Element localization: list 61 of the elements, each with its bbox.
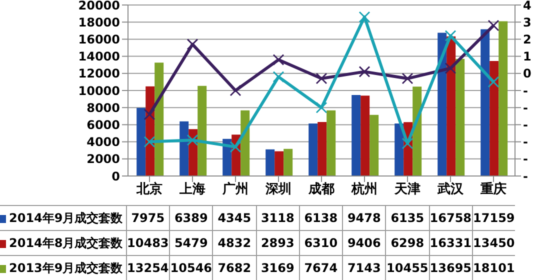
y2-tick-label: - <box>523 169 528 184</box>
y-tick-label: 4000 <box>86 135 120 150</box>
data-label: 7143 <box>342 256 386 280</box>
data-label: 4345 <box>212 206 256 231</box>
data-label: 3169 <box>256 256 299 280</box>
x-tick-label: 上海 <box>178 182 206 198</box>
legend-label: 2013年9月成交套数 <box>9 260 123 277</box>
data-label: 18101 <box>472 256 516 280</box>
data-label: 16758 <box>428 206 472 231</box>
x-tick-label: 武汉 <box>436 182 464 198</box>
y2-tick-label: 3 <box>523 15 532 30</box>
y2-tick-label: 2 <box>523 32 532 46</box>
data-label: 10546 <box>169 256 212 280</box>
x-tick-label: 杭州 <box>350 181 378 198</box>
data-label: 7975 <box>126 206 170 231</box>
y-tick-label: 18000 <box>78 15 120 30</box>
x-tick-label: 天津 <box>394 182 420 198</box>
y-tick-label: 14000 <box>78 50 120 64</box>
y2-tick-label: 0 <box>523 66 532 81</box>
data-label: 17159 <box>472 206 516 231</box>
legend-label: 2014年8月成交套数 <box>9 235 123 252</box>
data-label: 4832 <box>212 231 256 256</box>
data-label: 13695 <box>428 256 472 280</box>
y-tick-label: 12000 <box>78 66 120 81</box>
y-tick-label: 20000 <box>78 0 120 12</box>
data-label: 2893 <box>256 231 299 256</box>
y2-tick-label: - <box>523 84 528 98</box>
x-tick-label: 重庆 <box>480 181 506 198</box>
data-label: 6310 <box>298 231 342 256</box>
data-label: 7674 <box>298 256 342 280</box>
data-label: 6298 <box>385 231 429 256</box>
data-label: 6135 <box>385 206 429 231</box>
y2-tick-label: - <box>523 152 528 166</box>
data-label: 5479 <box>169 231 212 256</box>
y-tick-label: 8000 <box>86 100 120 115</box>
y-tick-label: 16000 <box>78 32 120 46</box>
y2-tick-label: 4 <box>523 0 532 12</box>
y2-tick-label: - <box>523 118 528 132</box>
data-label: 9406 <box>342 231 386 256</box>
data-label: 9478 <box>342 206 386 231</box>
data-label: 13450 <box>472 231 516 256</box>
y-tick-label: 2000 <box>86 152 120 166</box>
data-label: 6138 <box>298 206 342 231</box>
y-tick-label: 0 <box>112 169 120 184</box>
x-tick-label: 北京 <box>136 181 162 198</box>
x-tick-label: 深圳 <box>264 182 292 198</box>
data-label: 16331 <box>428 231 472 256</box>
y-tick-label: 6000 <box>86 118 120 132</box>
y2-tick-label: - <box>523 100 528 115</box>
x-tick-label: 成都 <box>308 182 334 198</box>
data-label: 3118 <box>256 206 299 231</box>
data-label: 6389 <box>169 206 212 231</box>
data-label: 7682 <box>212 256 256 280</box>
data-label: 10483 <box>126 231 170 256</box>
data-label: 10455 <box>385 256 429 280</box>
y2-tick-label: 1 <box>523 50 532 64</box>
legend-label: 2014年9月成交套数 <box>9 210 123 227</box>
data-label: 13254 <box>126 256 170 280</box>
y2-tick-label: - <box>523 135 528 150</box>
y-tick-label: 10000 <box>78 84 120 98</box>
x-tick-label: 广州 <box>222 181 248 198</box>
